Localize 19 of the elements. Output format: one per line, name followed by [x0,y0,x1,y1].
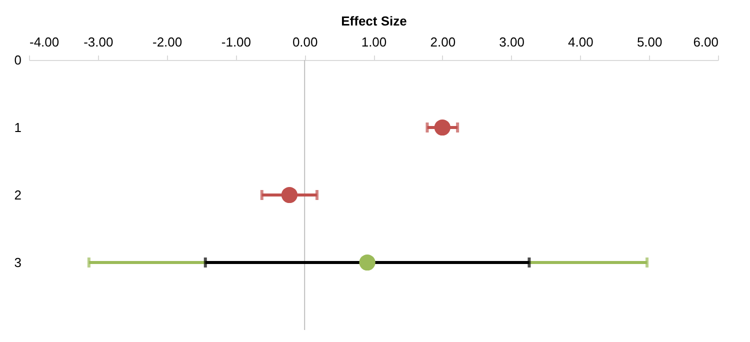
point [359,254,376,271]
y-tick-label: 1 [14,120,22,135]
x-tick-label: 4.00 [568,34,594,50]
point [434,119,450,136]
x-tick-label: 2.00 [430,34,456,50]
y-tick-label: 2 [14,188,22,202]
y-tick-label: 0 [14,52,22,68]
x-tick-label: 1.00 [361,34,387,50]
x-tick-label: -2.00 [152,34,182,50]
point [281,186,298,204]
y-tick-label: 3 [14,255,22,270]
x-tick-label: 6.00 [693,34,718,50]
x-tick-label: 5.00 [636,34,662,50]
x-tick-label: -1.00 [221,34,252,50]
x-axis-title: Effect Size [341,14,407,28]
x-tick-label: 3.00 [499,34,524,50]
x-tick-label: -3.00 [84,34,114,50]
x-tick-label: -4.00 [30,34,60,50]
x-tick-label: 0.00 [292,34,318,50]
